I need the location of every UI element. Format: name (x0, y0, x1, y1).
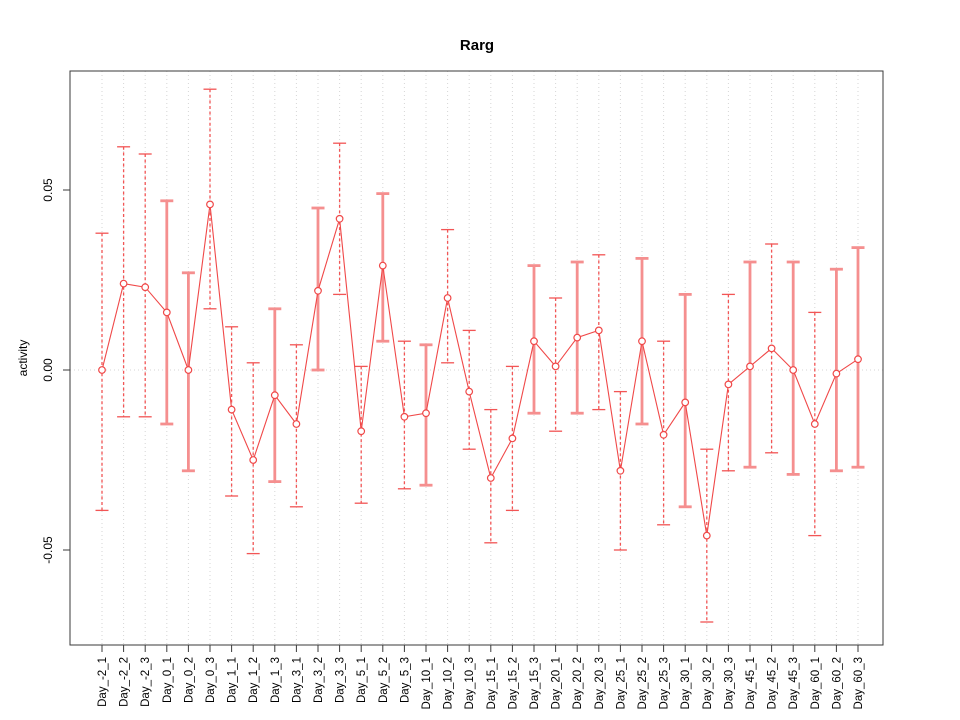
data-point (681, 398, 690, 407)
x-tick-label: Day_1_3 (270, 657, 282, 703)
data-point (119, 279, 128, 288)
data-point (724, 380, 733, 389)
y-tick-label: 0.00 (41, 358, 55, 382)
x-tick-label: Day_3_2 (313, 657, 325, 703)
x-tick-label: Day_25_1 (615, 657, 627, 709)
data-point (270, 391, 279, 400)
x-tick-label: Day_10_1 (421, 657, 433, 709)
data-point (227, 405, 236, 414)
data-point (810, 420, 819, 428)
data-point (314, 286, 322, 295)
series-line (101, 204, 859, 536)
error-bar (549, 297, 563, 432)
x-tick-label: Day_25_2 (637, 657, 649, 709)
data-point (465, 387, 474, 396)
data-point (249, 456, 258, 464)
data-point (573, 333, 582, 342)
error-bar (808, 311, 822, 537)
data-point (206, 200, 214, 209)
data-point (551, 362, 560, 371)
x-tick-label: Day_0_2 (183, 657, 195, 703)
x-tick-label: Day_45_1 (745, 657, 757, 709)
data-point (292, 420, 301, 428)
x-tick-label: Day_20_3 (594, 657, 606, 709)
x-tick-label: Day_15_1 (486, 657, 498, 709)
x-tick-label: Day_45_3 (788, 657, 800, 709)
x-tick-label: Day_0_1 (162, 657, 174, 703)
data-point (767, 344, 776, 353)
x-tick-label: Day_5_1 (356, 657, 368, 703)
error-bars (95, 88, 865, 623)
x-tick-label: Day_30_1 (680, 657, 692, 709)
x-tick-label: Day_45_2 (767, 657, 779, 709)
x-tick-label: Day_5_2 (378, 657, 390, 703)
error-bar (505, 365, 519, 512)
error-bar (95, 232, 109, 512)
y-axis-label: activity (16, 340, 30, 377)
error-bar (462, 329, 476, 450)
x-tick-label: Day_20_1 (551, 657, 563, 709)
x-tick-label: Day_3_3 (335, 657, 347, 703)
x-tick-label: Day_3_1 (291, 657, 303, 703)
data-point (400, 412, 409, 421)
data-point (594, 326, 603, 335)
data-point (335, 214, 344, 223)
x-tick-label: Day_1_1 (227, 657, 239, 703)
chart-title: Rarg (460, 37, 494, 54)
x-tick-label: Day_15_3 (529, 657, 541, 709)
data-point (378, 261, 387, 270)
y-tick-label: -0.05 (41, 536, 55, 564)
data-point (659, 430, 668, 439)
data-point (638, 337, 646, 346)
data-point (98, 366, 106, 374)
error-bar (484, 408, 498, 544)
data-point (616, 466, 625, 475)
data-point (746, 362, 754, 371)
axis-tick-labels: 0.05 0.00 -0.05 Day_-2_1 Day_-2_2 Day_-2_3 Day… (41, 178, 865, 709)
data-point (443, 294, 452, 302)
x-tick-label: Day_-2_3 (140, 657, 152, 707)
data-point (184, 366, 193, 374)
series-polyline (101, 204, 859, 536)
x-tick-label: Day_10_3 (464, 657, 476, 709)
x-tick-label: Day_30_2 (702, 657, 714, 709)
data-point (702, 531, 711, 540)
data-point (422, 409, 430, 418)
data-point (141, 283, 150, 292)
x-tick-label: Day_-2_1 (97, 657, 109, 707)
x-tick-label: Day_60_1 (810, 657, 822, 709)
data-point (357, 427, 366, 436)
grid-lines (70, 71, 883, 645)
x-tick-label: Day_60_3 (853, 657, 865, 709)
x-tick-label: Day_20_2 (572, 657, 584, 709)
error-bar (203, 88, 217, 310)
x-tick-label: Day_1_2 (248, 657, 260, 703)
error-bar (441, 228, 455, 364)
x-tick-label: Day_10_2 (443, 657, 455, 709)
data-point (162, 308, 171, 317)
axis-ticks (63, 189, 859, 652)
data-point (508, 434, 517, 443)
x-tick-label: Day_25_3 (659, 657, 671, 709)
y-tick-label: 0.05 (41, 178, 55, 202)
error-bar (765, 243, 779, 454)
data-point-markers (98, 200, 862, 540)
data-point (832, 369, 841, 378)
data-point (789, 366, 798, 374)
data-point (530, 337, 538, 346)
x-tick-label: Day_60_2 (831, 657, 843, 709)
x-tick-label: Day_5_3 (399, 657, 411, 703)
plot-border-box (69, 70, 884, 646)
x-tick-label: Day_0_3 (205, 657, 217, 703)
x-tick-label: Day_30_3 (723, 657, 735, 709)
x-tick-label: Day_-2_2 (119, 657, 131, 707)
error-bar (592, 254, 606, 411)
data-point (486, 474, 495, 482)
error-bar (721, 293, 735, 472)
x-tick-label: Day_15_2 (507, 657, 519, 709)
data-point (854, 355, 862, 364)
